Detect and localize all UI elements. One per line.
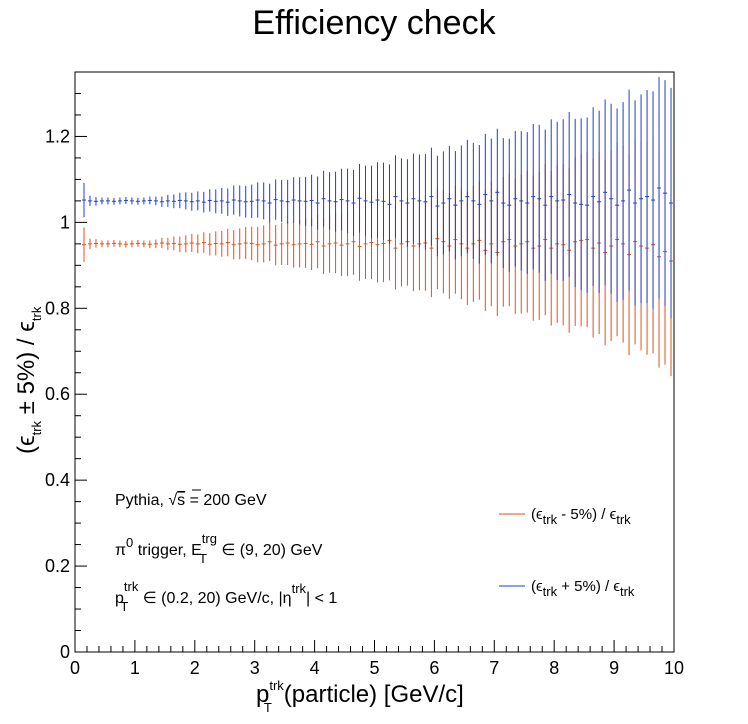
legend-label-plus: (ϵtrk + 5%) / ϵtrk xyxy=(531,578,635,599)
y-tick-label: 1.2 xyxy=(45,126,70,146)
plot-frame xyxy=(74,71,675,653)
legend-label-minus: (ϵtrk - 5%) / ϵtrk xyxy=(531,506,631,527)
annotation-track-cuts: ptrk T ∈ (0.2, 20) GeV/c, |ηtrk| < 1 xyxy=(115,579,337,614)
chart-title: Efficiency check xyxy=(252,4,496,42)
x-tick-label: 4 xyxy=(310,658,320,678)
y-tick-label: 0.2 xyxy=(45,556,70,576)
x-tick-label: 0 xyxy=(70,658,80,678)
y-tick-label: 1 xyxy=(60,212,70,232)
x-tick-label: 8 xyxy=(549,658,559,678)
x-tick-label: 6 xyxy=(429,658,439,678)
y-tick-label: 0.8 xyxy=(45,298,70,318)
data-series xyxy=(81,77,673,377)
x-axis-label: ptrk T (particle) [GeV/c] xyxy=(256,678,464,715)
annotation-generator: Pythia, √s = 200 GeV xyxy=(115,492,267,509)
series-1 xyxy=(81,77,673,319)
x-tick-label: 7 xyxy=(489,658,499,678)
y-tick-labels: 0 0.2 0.4 0.6 0.8 1 1.2 xyxy=(45,126,70,662)
y-tick-label: 0.4 xyxy=(45,470,70,490)
x-tick-label: 3 xyxy=(250,658,260,678)
x-tick-labels: 0 1 2 3 4 5 6 7 8 9 10 xyxy=(70,658,684,678)
y-tick-label: 0 xyxy=(60,642,70,662)
y-tick-label: 0.6 xyxy=(45,384,70,404)
x-tick-label: 10 xyxy=(664,658,684,678)
x-tick-label: 5 xyxy=(369,658,379,678)
x-tick-label: 1 xyxy=(130,658,140,678)
x-tick-label: 9 xyxy=(609,658,619,678)
x-tick-label: 2 xyxy=(190,658,200,678)
legend: (ϵtrk - 5%) / ϵtrk (ϵtrk + 5%) / ϵtrk xyxy=(499,506,635,599)
annotation-trigger: π0 trigger, Etrg T ∈ (9, 20) GeV xyxy=(115,531,323,566)
y-axis-label: (ϵtrk ± 5%) / ϵtrk xyxy=(13,306,44,454)
